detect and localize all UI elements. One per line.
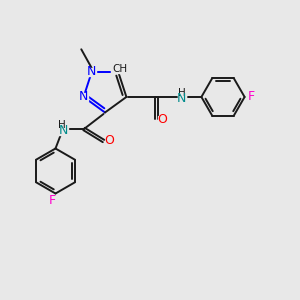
- Text: O: O: [105, 134, 114, 148]
- Text: O: O: [157, 113, 167, 126]
- Text: F: F: [248, 91, 255, 103]
- Bar: [88, 68, 96, 76]
- Bar: [178, 95, 186, 102]
- Bar: [80, 93, 88, 101]
- Text: CH: CH: [112, 64, 127, 74]
- Bar: [48, 197, 56, 205]
- Bar: [58, 126, 68, 135]
- Text: N: N: [79, 91, 88, 103]
- Bar: [178, 90, 186, 97]
- Text: F: F: [48, 194, 56, 208]
- Bar: [106, 137, 113, 145]
- Bar: [57, 122, 66, 128]
- Text: N: N: [58, 124, 68, 137]
- Text: H: H: [178, 88, 186, 98]
- Bar: [158, 116, 166, 123]
- Text: H: H: [58, 120, 65, 130]
- Text: N: N: [87, 65, 97, 78]
- Bar: [247, 93, 255, 101]
- Bar: [112, 64, 125, 73]
- Text: N: N: [177, 92, 187, 105]
